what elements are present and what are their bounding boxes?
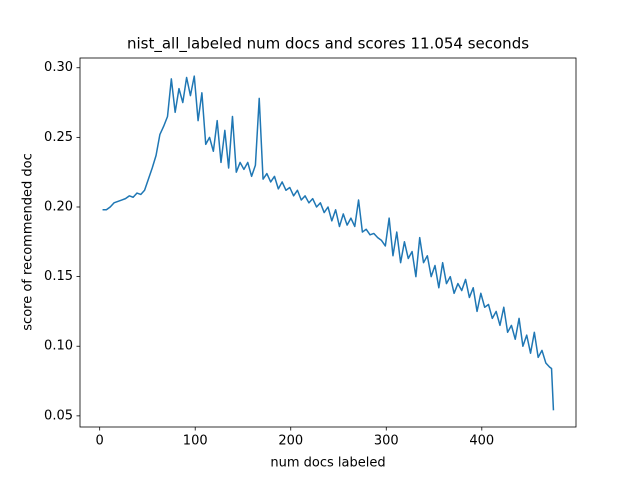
- x-tick-label: 0: [96, 434, 104, 449]
- data-line: [102, 75, 555, 411]
- y-tick-label: 0.25: [44, 130, 73, 145]
- chart-title: nist_all_labeled num docs and scores 11.…: [127, 35, 529, 54]
- y-tick-label: 0.05: [44, 408, 73, 423]
- x-tick-label: 100: [183, 434, 208, 449]
- y-axis-label: score of recommended doc: [21, 153, 36, 330]
- x-axis-label: num docs labeled: [270, 456, 385, 471]
- y-tick-label: 0.15: [44, 269, 73, 284]
- x-tick-label: 300: [374, 434, 399, 449]
- x-tick-label: 200: [278, 434, 303, 449]
- y-tick-label: 0.20: [44, 199, 73, 214]
- x-tick-label: 400: [469, 434, 494, 449]
- y-tick-label: 0.10: [44, 339, 73, 354]
- y-tick-label: 0.30: [44, 60, 73, 75]
- plot-frame: [79, 57, 577, 428]
